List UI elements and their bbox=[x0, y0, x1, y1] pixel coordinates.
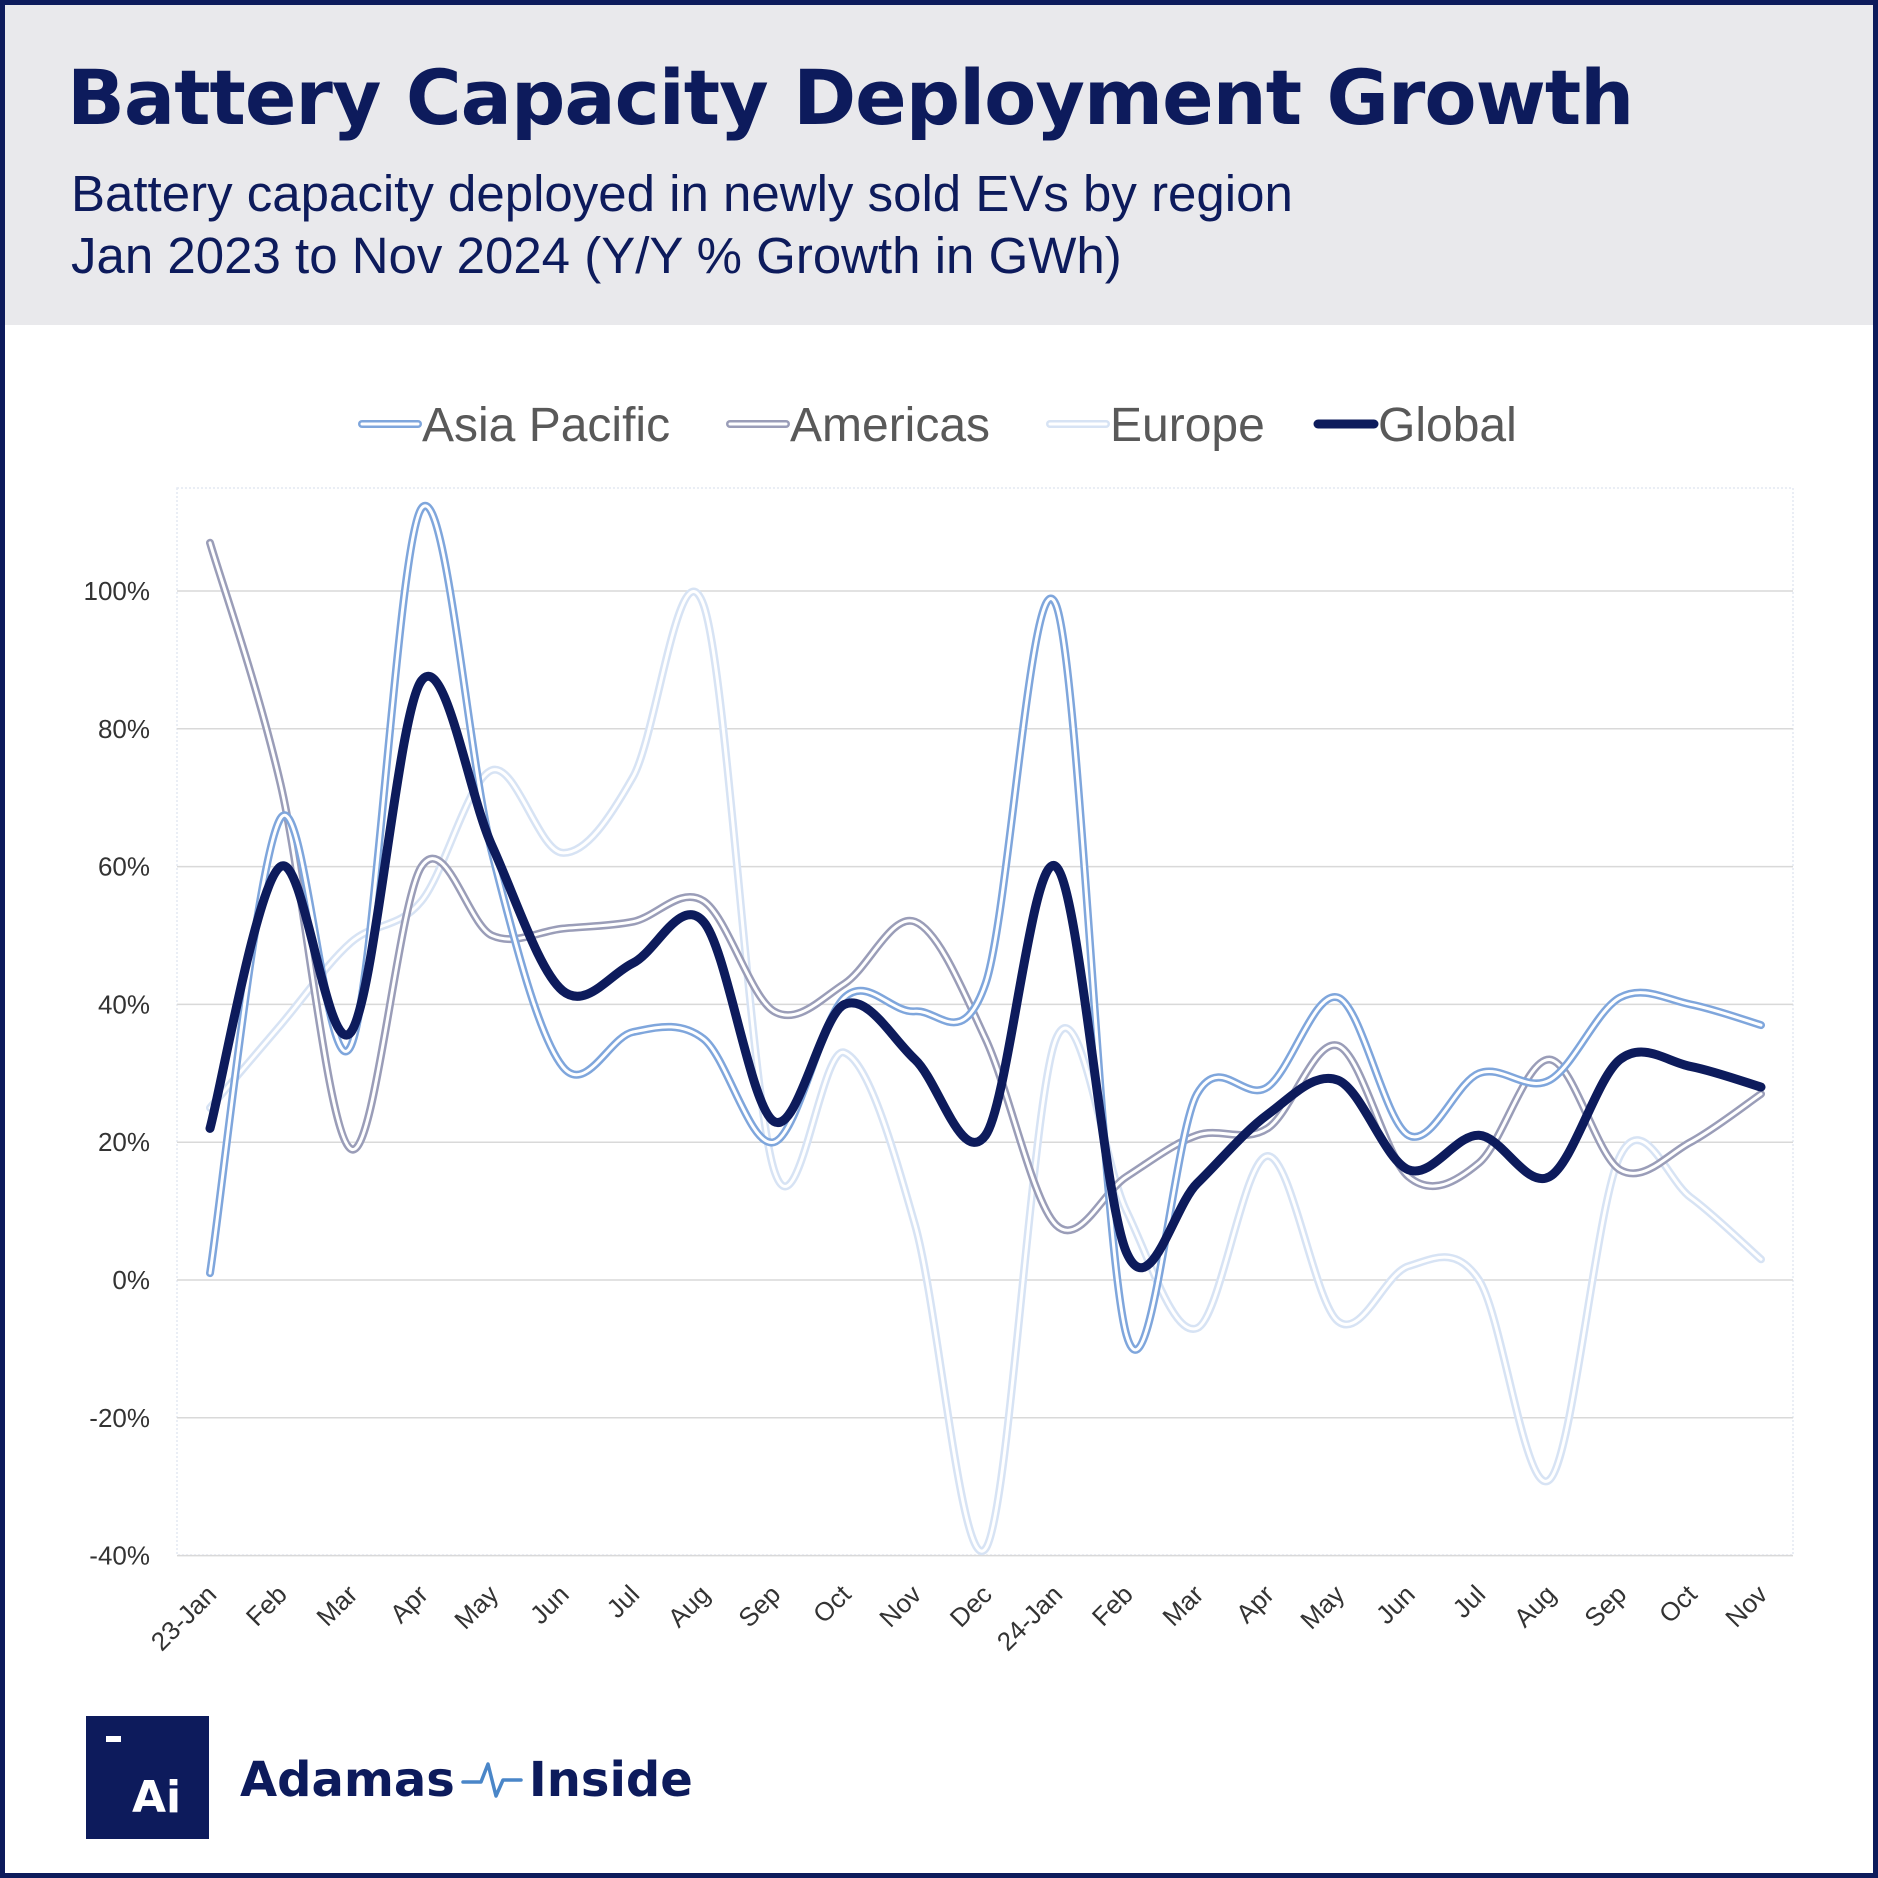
legend-item-global: Global bbox=[1313, 399, 1517, 452]
x-tick-label: 23-Jan bbox=[145, 1579, 222, 1656]
x-tick-label: Dec bbox=[944, 1579, 998, 1633]
x-tick-label: May bbox=[1294, 1579, 1350, 1635]
series-line-inner-americas bbox=[208, 541, 1763, 1232]
page-subtitle: Battery capacity deployed in newly sold … bbox=[71, 163, 1293, 287]
legend-label: Americas bbox=[790, 399, 990, 452]
x-tick-label: Aug bbox=[1508, 1579, 1562, 1633]
legend-item-europe: Europe bbox=[1046, 399, 1265, 452]
x-axis: 23-Jan Feb Mar Apr May Jun Jul Aug Sep Oct Nov Dec2… bbox=[145, 1578, 1773, 1656]
x-tick-label: Feb bbox=[240, 1579, 293, 1632]
x-tick-label: Oct bbox=[807, 1578, 857, 1628]
x-tick-label: Jul bbox=[1447, 1579, 1492, 1624]
x-tick-label: Nov bbox=[1719, 1579, 1773, 1633]
y-tick-label: -40% bbox=[89, 1541, 150, 1571]
x-tick-label: Jun bbox=[1370, 1579, 1421, 1630]
header-band: Battery Capacity Deployment Growth Batte… bbox=[5, 5, 1873, 325]
series-line-global bbox=[205, 672, 1766, 1273]
logo-dash bbox=[106, 1736, 121, 1742]
adamas-logo-mark: Ai bbox=[86, 1716, 209, 1839]
subtitle-line-1: Battery capacity deployed in newly sold … bbox=[71, 165, 1293, 222]
y-tick-label: 100% bbox=[84, 576, 151, 606]
series-line-inner-asia-pacific bbox=[208, 504, 1763, 1352]
y-tick-label: 80% bbox=[98, 714, 150, 744]
series-americas bbox=[206, 538, 1765, 1235]
x-tick-label: Apr bbox=[384, 1579, 434, 1629]
x-tick-label: Mar bbox=[1156, 1579, 1209, 1632]
x-tick-label: Sep bbox=[1578, 1579, 1632, 1633]
legend-item-asia-pacific: Asia Pacific bbox=[358, 399, 670, 452]
y-tick-label: 60% bbox=[98, 852, 150, 882]
series-europe bbox=[206, 587, 1765, 1556]
x-tick-label: Jun bbox=[524, 1579, 575, 1630]
chart-gridlines bbox=[177, 590, 1793, 1557]
brand-wordmark: Adamas Inside bbox=[240, 1745, 693, 1815]
series-line-inner-europe bbox=[208, 590, 1763, 1553]
logo-mark-text: Ai bbox=[132, 1772, 182, 1823]
y-axis: 100% 80% 60% 40% 20% 0% -20% -40% bbox=[84, 576, 151, 1571]
page-title: Battery Capacity Deployment Growth bbox=[67, 53, 1634, 142]
brand-name-part-2: Inside bbox=[528, 1752, 693, 1808]
legend-label: Asia Pacific bbox=[422, 399, 670, 452]
legend-label: Global bbox=[1378, 399, 1517, 452]
x-tick-label: 24-Jan bbox=[991, 1579, 1068, 1656]
legend-item-americas: Americas bbox=[726, 399, 990, 452]
chart-series bbox=[205, 501, 1766, 1556]
series-global bbox=[205, 672, 1766, 1273]
subtitle-line-2: Jan 2023 to Nov 2024 (Y/Y % Growth in GW… bbox=[71, 227, 1122, 284]
x-tick-label: Oct bbox=[1653, 1578, 1703, 1628]
x-tick-label: Feb bbox=[1086, 1579, 1139, 1632]
series-asia-pacific bbox=[206, 501, 1765, 1354]
y-tick-label: 20% bbox=[98, 1127, 150, 1157]
brand-name-part-1: Adamas bbox=[240, 1752, 455, 1808]
x-tick-label: Mar bbox=[310, 1579, 363, 1632]
chart-legend: Asia Pacific Americas Europe Global bbox=[358, 399, 1517, 452]
y-tick-label: 40% bbox=[98, 989, 150, 1019]
x-tick-label: Aug bbox=[662, 1579, 716, 1633]
x-tick-label: Nov bbox=[873, 1579, 927, 1633]
x-tick-label: May bbox=[448, 1579, 504, 1635]
plot-area-border bbox=[176, 487, 1794, 1556]
series-line-asia-pacific bbox=[206, 501, 1765, 1354]
x-tick-label: Sep bbox=[732, 1579, 786, 1633]
y-tick-label: -20% bbox=[89, 1403, 150, 1433]
x-tick-label: Apr bbox=[1230, 1579, 1280, 1629]
pulse-icon bbox=[461, 1762, 523, 1798]
y-tick-label: 0% bbox=[112, 1265, 150, 1295]
x-tick-label: Jul bbox=[601, 1579, 646, 1624]
legend-label: Europe bbox=[1110, 399, 1265, 452]
